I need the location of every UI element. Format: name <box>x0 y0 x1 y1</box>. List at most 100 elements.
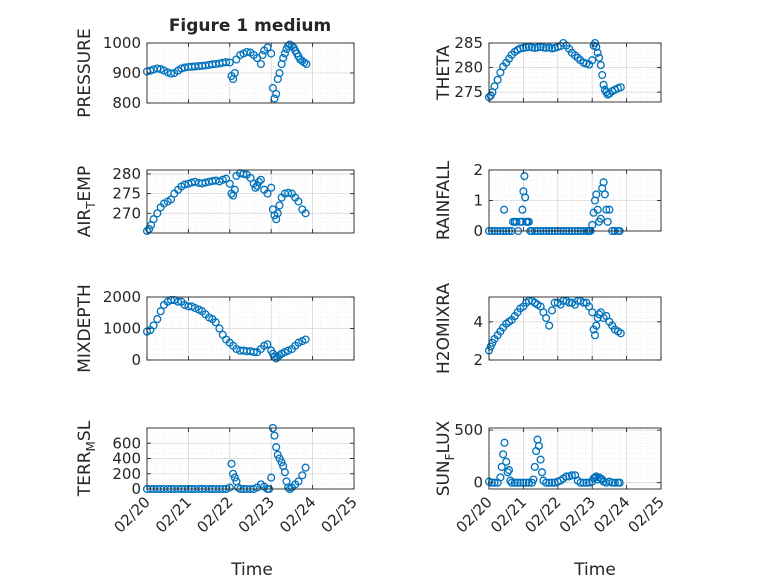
y-tick-label: 280 <box>112 165 141 183</box>
data-point <box>524 42 533 51</box>
data-point <box>502 457 511 466</box>
data-point <box>270 94 279 103</box>
y-axis-label: PRESSURE <box>75 28 95 117</box>
figure-title: Figure 1 medium <box>169 16 331 36</box>
data-point <box>227 459 236 468</box>
data-point <box>272 89 281 99</box>
data-point <box>230 68 239 78</box>
axes-box <box>488 42 662 103</box>
y-tick-label: 2 <box>473 161 483 179</box>
data-point <box>506 476 515 485</box>
data-point <box>284 346 293 355</box>
data-point <box>603 217 612 226</box>
data-point <box>225 58 234 67</box>
data-point <box>533 43 542 52</box>
data-point <box>503 468 512 477</box>
data-point <box>602 205 611 214</box>
subplot-5: 0 1000 2000 MIXDEPTH <box>75 284 355 373</box>
data-point <box>610 478 619 487</box>
data-point <box>605 205 614 214</box>
data-point <box>230 473 239 482</box>
data-point <box>239 169 248 178</box>
data-point <box>542 43 551 52</box>
data-point <box>512 217 521 226</box>
y-tick-label: 2000 <box>103 288 141 306</box>
data-point <box>487 478 496 487</box>
data-point <box>294 477 303 486</box>
data-point <box>279 53 288 63</box>
subplot-6: 2 4 H2OMIXRA <box>434 283 662 374</box>
axes-box <box>146 169 355 234</box>
data-point <box>542 313 551 323</box>
y-tick-label: 0 <box>131 351 141 369</box>
data-point <box>579 478 588 487</box>
data-point <box>593 48 602 57</box>
data-point <box>284 483 293 492</box>
data-point <box>500 205 509 214</box>
data-point <box>174 297 183 306</box>
y-tick-label: 275 <box>454 83 483 101</box>
y-tick-label: 1000 <box>103 34 141 52</box>
data-point <box>153 315 162 324</box>
data-point <box>518 205 527 214</box>
data-point <box>149 215 158 224</box>
data-point <box>567 471 576 480</box>
data-point <box>562 472 571 481</box>
y-tick-label: 0 <box>473 222 483 240</box>
data-point <box>497 462 506 471</box>
data-point <box>520 172 529 181</box>
data-point <box>242 47 251 57</box>
data-point <box>616 329 625 338</box>
data-point <box>277 458 286 467</box>
data-point <box>545 478 554 487</box>
data-point <box>599 178 608 187</box>
y-axis-label: AIRTEMP <box>75 166 98 237</box>
data-point <box>500 438 509 447</box>
data-point <box>211 318 220 327</box>
data-point <box>302 59 311 69</box>
data-point <box>504 466 514 475</box>
data-point <box>166 69 176 78</box>
y-label-subscript: M <box>84 441 98 451</box>
y-axis-label: SUNFLUX <box>434 420 457 496</box>
subplot-4: 0 1 2 RAINFALL <box>434 160 662 240</box>
data-point <box>516 44 525 53</box>
data-point <box>576 478 585 487</box>
data-point <box>275 201 284 210</box>
data-point <box>270 431 279 440</box>
data-point <box>490 82 499 91</box>
data-point <box>268 83 277 93</box>
data-point <box>542 478 551 487</box>
data-point <box>258 50 267 60</box>
data-point <box>215 324 224 333</box>
data-point <box>225 179 234 188</box>
data-point <box>166 195 176 204</box>
data-point <box>545 321 554 330</box>
data-point <box>251 183 260 192</box>
y-tick-label: 800 <box>112 94 141 112</box>
data-point <box>272 443 281 452</box>
data-point <box>156 307 165 316</box>
y-tick-label: 275 <box>112 185 141 203</box>
data-point <box>616 83 625 92</box>
data-point <box>493 75 502 84</box>
data-point <box>267 473 276 482</box>
data-point <box>301 463 310 472</box>
data-point <box>486 342 495 351</box>
subplot-1: 800 900 1000 PRESSURE <box>75 28 355 118</box>
data-point <box>263 340 272 349</box>
data-point <box>522 478 531 487</box>
data-point <box>149 321 158 330</box>
data-point <box>513 478 522 487</box>
y-tick-label: 900 <box>112 64 141 82</box>
y-axis-label: MIXDEPTH <box>75 284 95 373</box>
data-point <box>180 180 189 189</box>
data-point <box>249 348 258 357</box>
data-point <box>547 306 557 315</box>
data-point <box>280 49 289 58</box>
y-tick-label: 0 <box>473 474 483 492</box>
y-label-rest: LUX <box>434 420 454 453</box>
data-point <box>273 209 282 218</box>
data-point <box>234 483 243 492</box>
